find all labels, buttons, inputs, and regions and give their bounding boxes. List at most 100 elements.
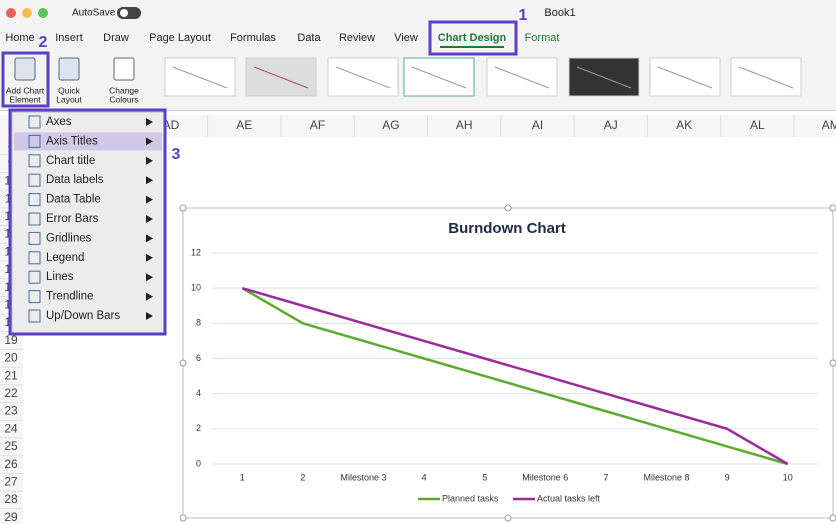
menu-highlight (14, 132, 162, 151)
x-tick-label: 5 (482, 472, 487, 482)
submenu-arrow (146, 273, 153, 282)
submenu-arrow (146, 292, 153, 301)
ribbon-tab[interactable]: Insert (55, 32, 83, 44)
y-tick-label: 6 (196, 353, 201, 363)
ribbon-border (0, 110, 836, 111)
column-header: AE (236, 118, 252, 132)
column-header: AM (822, 118, 836, 132)
menu-item[interactable]: Axes (46, 116, 72, 128)
button-label[interactable]: Add Chart (6, 85, 45, 95)
x-tick-label: 2 (300, 472, 305, 482)
x-tick-label: 10 (783, 472, 793, 482)
series-line (241, 287, 789, 466)
ribbon-tab[interactable]: Draw (103, 32, 129, 44)
resize-handle[interactable] (829, 514, 836, 522)
series-line (241, 286, 789, 466)
resize-handle[interactable] (179, 204, 187, 212)
column-header: AJ (604, 118, 618, 132)
row-header: 29 (4, 510, 18, 524)
row-header: 27 (4, 474, 18, 488)
ribbon-tab[interactable]: Review (339, 32, 375, 44)
ribbon-tab[interactable]: View (394, 32, 418, 44)
toggle-knob (120, 9, 128, 17)
menu-icon (28, 231, 41, 245)
menu-item[interactable]: Data labels (46, 174, 104, 186)
menu-item[interactable]: Data Table (46, 194, 101, 206)
menu-icon (28, 154, 41, 168)
resize-handle[interactable] (179, 514, 187, 522)
resize-handle[interactable] (829, 359, 836, 367)
thumb-line (335, 66, 391, 89)
menu-item[interactable]: Axis Titles (46, 135, 98, 147)
menu-item[interactable]: Chart title (46, 155, 95, 167)
style-thumbnail[interactable] (649, 57, 721, 97)
row-header: 22 (4, 386, 18, 400)
x-tick-label: 4 (422, 472, 427, 482)
submenu-arrow (146, 253, 153, 262)
add-chart-element-menu: Axes Axis Titles Chart title Data labels Dat… (11, 111, 165, 334)
y-tick-label: 12 (191, 247, 201, 257)
submenu-arrow (146, 118, 153, 126)
button-icon[interactable] (14, 57, 36, 81)
row-header: 20 (4, 351, 18, 365)
menu-item[interactable]: Gridlines (46, 232, 92, 244)
column-header: AI (532, 118, 543, 132)
button-label[interactable]: Change (109, 85, 139, 95)
annotation-box (1, 51, 50, 108)
x-tick-label: Milestone 3 (340, 472, 386, 482)
menu-item[interactable]: Legend (46, 252, 84, 264)
ribbon-tab[interactable]: Formulas (230, 32, 276, 44)
row-header: 25 (4, 439, 18, 453)
menu-item[interactable]: Trendline (46, 291, 94, 303)
column-header: AH (456, 118, 473, 132)
button-label[interactable]: Quick (58, 85, 80, 95)
menu-item[interactable]: Error Bars (46, 213, 99, 225)
submenu-arrow (146, 156, 153, 165)
row-header: 19 (4, 333, 18, 347)
thumb-line (253, 66, 309, 89)
annotation-number: 3 (172, 146, 181, 163)
menu-item[interactable]: Lines (46, 271, 74, 283)
row-header: 24 (4, 421, 18, 435)
ribbon-tab[interactable]: Data (297, 32, 321, 44)
style-thumbnail[interactable] (403, 57, 475, 97)
y-tick-label: 10 (191, 283, 201, 293)
column-header: AG (382, 118, 399, 132)
close-button[interactable] (6, 8, 16, 18)
submenu-arrow (146, 312, 153, 320)
x-tick-label: 7 (603, 472, 608, 482)
style-thumbnail[interactable] (486, 57, 558, 97)
button-label[interactable]: Layout (56, 94, 82, 104)
x-tick-label: 1 (240, 472, 245, 482)
submenu-arrow (146, 176, 153, 185)
column-header-bar (0, 115, 836, 137)
chart-area (182, 207, 834, 519)
button-label[interactable]: Colours (109, 94, 138, 104)
button-icon[interactable] (113, 57, 135, 81)
resize-handle[interactable] (829, 204, 836, 212)
button-icon[interactable] (58, 57, 80, 81)
submenu-arrow (146, 234, 153, 243)
submenu-arrow (146, 195, 153, 204)
ribbon-tab[interactable]: Format (525, 32, 560, 44)
row-header: 21 (4, 368, 18, 382)
resize-handle[interactable] (504, 514, 512, 522)
resize-handle[interactable] (504, 204, 512, 212)
ribbon-tab[interactable]: Chart Design (438, 32, 507, 44)
menu-icon (28, 309, 41, 323)
column-header: AL (750, 118, 765, 132)
button-label[interactable]: Element (9, 94, 41, 104)
thumb-line (411, 66, 467, 89)
menu-icon (28, 270, 41, 284)
zoom-button[interactable] (38, 8, 48, 18)
annotation-box (428, 20, 518, 56)
menu-item[interactable]: Up/Down Bars (46, 310, 120, 322)
legend-label: Actual tasks left (537, 493, 601, 503)
row-header: 28 (4, 492, 18, 506)
resize-handle[interactable] (179, 359, 187, 367)
ribbon-tab[interactable]: Page Layout (149, 32, 211, 44)
ribbon-tab[interactable]: Home (5, 32, 34, 44)
minimize-button[interactable] (22, 8, 32, 18)
thumb-line (494, 66, 550, 89)
